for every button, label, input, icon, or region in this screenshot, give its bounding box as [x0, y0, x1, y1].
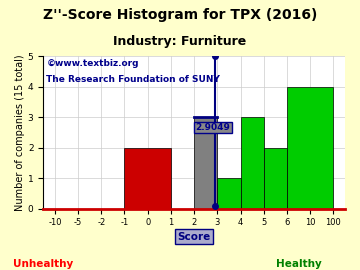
Bar	[287, 87, 333, 209]
Bar	[125, 148, 171, 209]
Text: ©www.textbiz.org: ©www.textbiz.org	[46, 59, 139, 68]
Bar	[194, 117, 217, 209]
Text: Z''-Score Histogram for TPX (2016): Z''-Score Histogram for TPX (2016)	[43, 8, 317, 22]
Bar	[240, 117, 264, 209]
Text: 2.9049: 2.9049	[195, 123, 230, 132]
Text: Industry: Furniture: Industry: Furniture	[113, 35, 247, 48]
Text: Unhealthy: Unhealthy	[13, 259, 73, 269]
Bar	[264, 148, 287, 209]
Text: The Research Foundation of SUNY: The Research Foundation of SUNY	[46, 75, 220, 84]
Y-axis label: Number of companies (15 total): Number of companies (15 total)	[15, 54, 25, 211]
X-axis label: Score: Score	[177, 231, 211, 241]
Bar	[217, 178, 240, 209]
Text: Healthy: Healthy	[276, 259, 322, 269]
